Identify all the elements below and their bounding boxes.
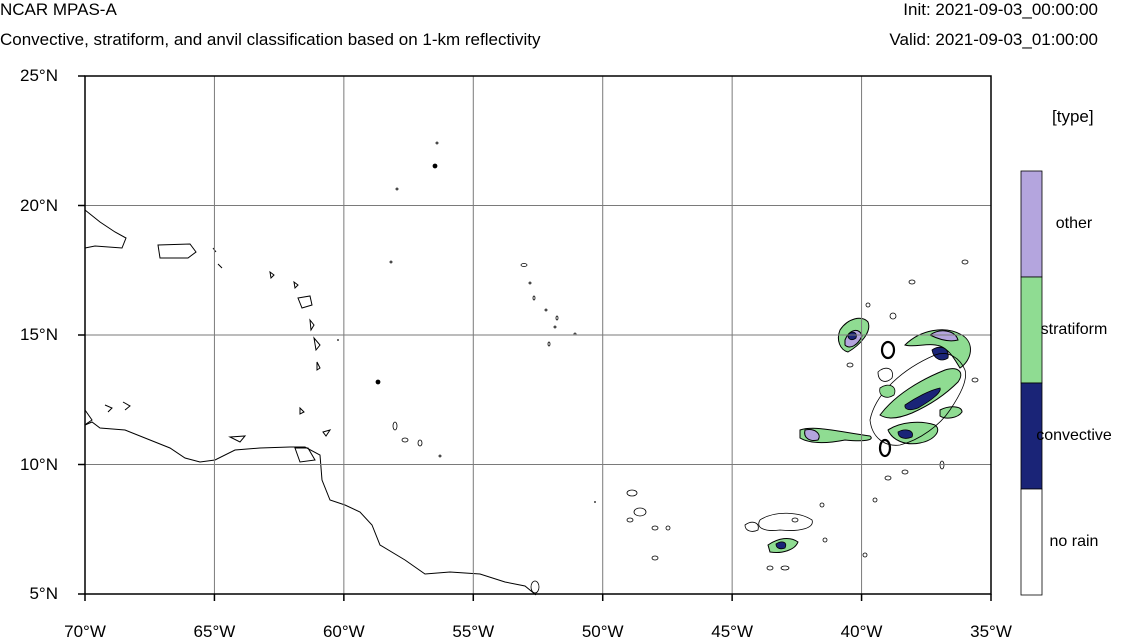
lon-label: 40°W	[840, 622, 883, 641]
lat-label: 20°N	[20, 195, 58, 215]
south-cluster-cell	[744, 521, 759, 532]
lon-label: 70°W	[64, 622, 106, 641]
lon-label: 35°W	[970, 622, 1012, 641]
legend-label-stratiform: stratiform	[1040, 321, 1108, 338]
trinidad-coast	[294, 447, 316, 463]
lon-label: 55°W	[452, 622, 495, 641]
lat-label: 10°N	[20, 454, 58, 474]
venezuela-island-2	[104, 404, 113, 413]
map-title: NCAR MPAS-A	[0, 0, 117, 19]
legend-label-no-rain: no rain	[1049, 533, 1099, 550]
storm-ring-north	[880, 340, 896, 360]
lat-label: 25°N	[20, 66, 58, 85]
legend-label-other: other	[1055, 215, 1093, 232]
storm-ring-south	[878, 438, 892, 458]
storm-convective-north	[847, 331, 857, 341]
venezuela-island-1	[84, 409, 93, 425]
south-cluster-outline	[758, 512, 813, 531]
hispaniola-coast	[84, 209, 127, 249]
mid-atlantic-cells	[337, 141, 596, 594]
storm-convective-band	[904, 387, 941, 411]
storm-stratiform-lower	[887, 421, 939, 445]
storm-rainband-1	[877, 367, 893, 382]
storm-rainband-2	[879, 384, 896, 398]
graticule	[85, 76, 991, 594]
axis-ticks	[78, 75, 992, 601]
south-cluster-convective	[775, 541, 787, 550]
legend-label-convective: convective	[1036, 427, 1112, 444]
lat-label: 15°N	[20, 325, 58, 344]
lesser-antilles-7	[269, 270, 275, 280]
lon-label: 60°W	[322, 622, 365, 641]
init-time: Init: 2021-09-03_00:00:00	[903, 0, 1098, 19]
lesser-antilles-4	[316, 361, 321, 371]
legend-colorbar	[1020, 170, 1043, 596]
storm-other-east	[929, 330, 959, 342]
lesser-antilles-5	[299, 406, 305, 415]
storm-outline-outer	[869, 353, 967, 446]
lesser-antilles-1	[297, 295, 313, 309]
storm-other-west	[804, 429, 820, 441]
lesser-antilles-6	[322, 429, 332, 437]
legend-title: [type]	[1052, 107, 1094, 126]
legend-swatch-no-rain	[1020, 488, 1043, 596]
lon-label: 50°W	[581, 622, 624, 641]
lesser-antilles-8	[293, 280, 299, 290]
lon-label: 45°W	[711, 622, 754, 641]
storm-convective-lower	[897, 429, 913, 439]
lon-label: 65°W	[193, 622, 236, 641]
valid-time: Valid: 2021-09-03_01:00:00	[889, 30, 1098, 49]
venezuela-island-3	[122, 401, 131, 411]
lesser-antilles-3	[313, 336, 321, 352]
scattered-cells	[626, 259, 979, 571]
map-subtitle: Convective, stratiform, and anvil classi…	[0, 30, 541, 49]
precipitation-layer	[626, 259, 979, 571]
south-america-coast	[84, 421, 537, 596]
lat-label: 5°N	[29, 584, 58, 603]
puerto-rico-coast	[157, 243, 197, 259]
lesser-antilles-2	[309, 318, 315, 332]
coastlines	[84, 209, 537, 596]
storm-stratiform-band	[879, 368, 962, 419]
caribbean-island-1	[228, 435, 247, 443]
